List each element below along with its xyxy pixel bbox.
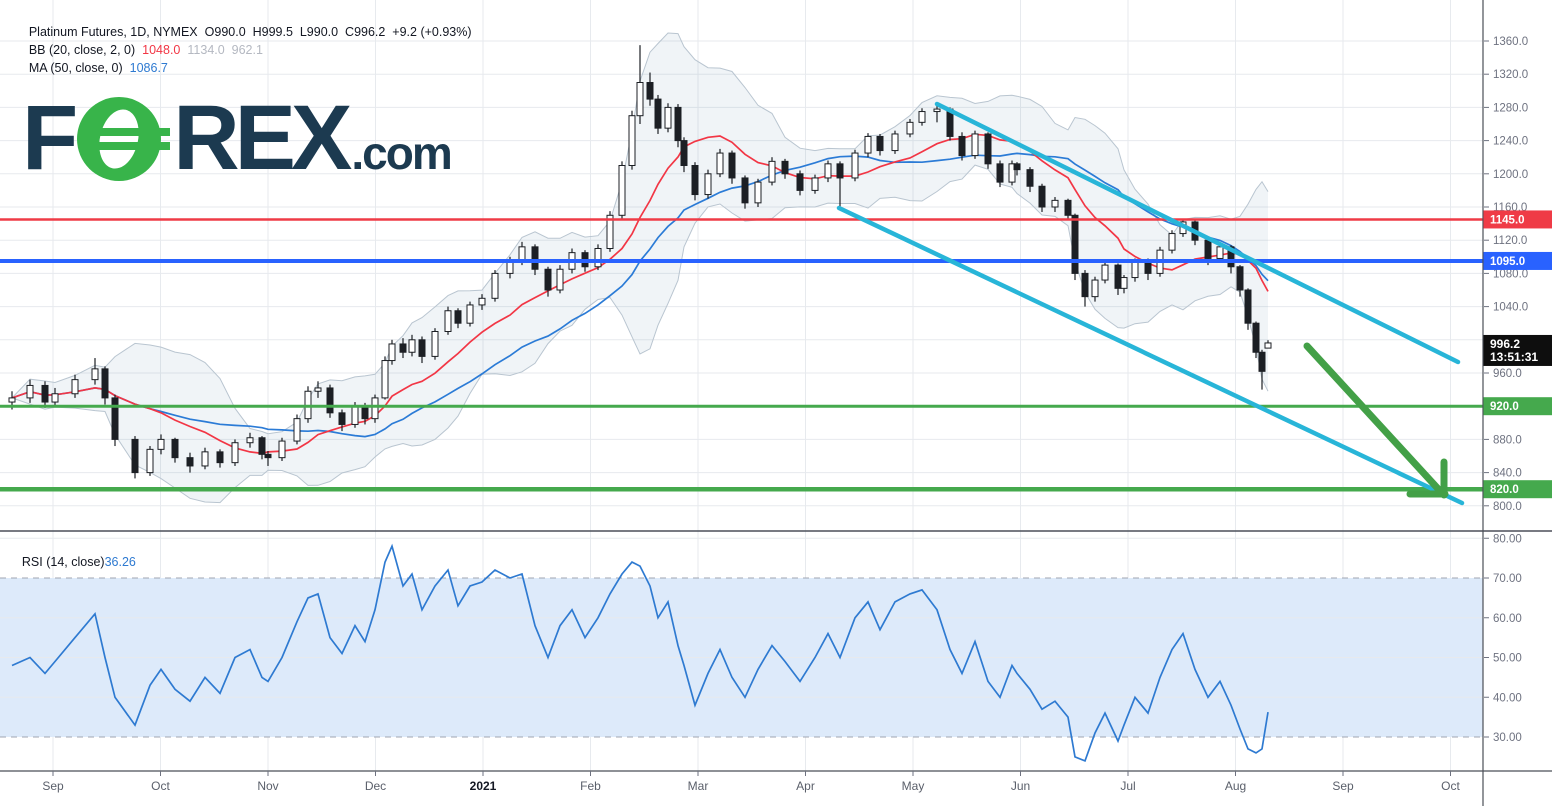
rsi-band — [0, 537, 1483, 738]
svg-text:70.00: 70.00 — [1493, 573, 1522, 585]
svg-text:50.00: 50.00 — [1493, 653, 1522, 665]
support-line-920-label — [1483, 397, 1552, 416]
svg-text:40.00: 40.00 — [1493, 692, 1522, 704]
downtrend-channel-lower — [836, 205, 1465, 506]
logo-dot-com: .com — [351, 127, 452, 179]
svg-text:1320.0: 1320.0 — [1493, 69, 1528, 81]
ma-indicator-label: MA (50, close, 0) — [28, 61, 123, 75]
svg-text:1360.0: 1360.0 — [1493, 36, 1528, 48]
symbol-title: Platinum Futures, 1D, NYMEX — [28, 25, 198, 39]
rsi-axis[interactable]: 80.00 70.00 60.00 50.00 40.00 30.00 — [1484, 533, 1522, 744]
downtrend-channel-upper — [934, 101, 1461, 365]
bb-indicator-label: BB (20, close, 2, 0) — [28, 43, 136, 57]
svg-text:60.00: 60.00 — [1493, 613, 1522, 625]
last-price-label: 996.213:51:31 — [1483, 334, 1552, 366]
level-line-1095-label — [1483, 251, 1552, 270]
svg-text:840.0: 840.0 — [1493, 468, 1522, 480]
bb-legend-row: BB (20, close, 2, 0) 1048.0 1134.0 962.1 — [8, 23, 472, 57]
symbol-legend-row: Platinum Futures, 1D, NYMEX O990.0 H999.5… — [8, 5, 472, 39]
svg-text:30.00: 30.00 — [1493, 732, 1522, 744]
bb-lower-line — [11, 164, 1269, 504]
svg-text:Oct: Oct — [151, 779, 170, 793]
svg-text:1145.0: 1145.0 — [1490, 214, 1525, 226]
svg-text:Jul: Jul — [1120, 779, 1135, 793]
support-line-820-label — [1483, 480, 1552, 499]
rsi-indicator-label: RSI (14, close) — [21, 555, 105, 569]
ma-value: 1086.7 — [129, 61, 168, 75]
svg-text:920.0: 920.0 — [1490, 401, 1519, 413]
svg-text:1120.0: 1120.0 — [1493, 235, 1527, 247]
bb-basis-value: 1048.0 — [142, 43, 181, 57]
svg-text:Dec: Dec — [365, 779, 386, 793]
main-pane-legend: Platinum Futures, 1D, NYMEX O990.0 H999.5… — [8, 5, 472, 75]
bb-upper-line — [11, 32, 1269, 435]
logo-letter-f: F — [22, 87, 78, 189]
svg-text:1040.0: 1040.0 — [1493, 302, 1528, 314]
rsi-value: 36.26 — [104, 555, 136, 569]
svg-text:80.00: 80.00 — [1493, 533, 1522, 545]
svg-text:Nov: Nov — [257, 779, 278, 793]
ma50-line — [11, 152, 1269, 438]
svg-text:Sep: Sep — [42, 779, 64, 793]
svg-text:1240.0: 1240.0 — [1493, 136, 1528, 148]
svg-text:2021: 2021 — [470, 779, 497, 793]
svg-text:800.0: 800.0 — [1493, 501, 1522, 513]
svg-text:820.0: 820.0 — [1490, 484, 1519, 496]
svg-text:880.0: 880.0 — [1493, 434, 1522, 446]
time-axis[interactable]: Sep Oct Nov Dec 2021 Feb Mar Apr May Jun Jul Aug Sep… — [42, 771, 1460, 793]
svg-text:1095.0: 1095.0 — [1490, 256, 1525, 268]
svg-text:Feb: Feb — [580, 779, 601, 793]
logo-letters-rex: REX — [173, 87, 352, 189]
svg-text:1280.0: 1280.0 — [1493, 102, 1528, 114]
svg-text:960.0: 960.0 — [1493, 368, 1522, 380]
svg-text:Oct: Oct — [1441, 779, 1460, 793]
symbol-ohlc-values: O990.0 H999.5 L990.0 C996.2 +9.2 (+0.93%… — [204, 25, 472, 39]
bb-upper-lower-values: 1134.0 962.1 — [187, 43, 263, 57]
svg-text:Aug: Aug — [1225, 779, 1246, 793]
svg-text:Sep: Sep — [1332, 779, 1354, 793]
svg-text:Jun: Jun — [1011, 779, 1030, 793]
svg-text:Apr: Apr — [796, 779, 815, 793]
trend-channel[interactable] — [836, 101, 1465, 506]
rsi-pane-legend: RSI (14, close)36.26 — [8, 541, 136, 583]
forex-com-logo: F REX .com — [22, 87, 453, 189]
svg-text:Mar: Mar — [688, 779, 709, 793]
rsi-line — [11, 543, 1269, 763]
forex-coin-icon — [77, 97, 171, 181]
svg-text:May: May — [902, 779, 925, 793]
projection-down-arrow[interactable] — [1303, 342, 1449, 499]
svg-text:996.2: 996.2 — [1490, 337, 1520, 351]
price-axis[interactable]: 1360.01320.01280.01240.01200.01160.01120… — [1483, 36, 1552, 513]
svg-text:1080.0: 1080.0 — [1493, 268, 1528, 280]
svg-text:1200.0: 1200.0 — [1493, 169, 1528, 181]
svg-text:13:51:31: 13:51:31 — [1490, 350, 1538, 364]
resistance-line-1145-label — [1483, 210, 1552, 229]
horizontal-level-lines[interactable] — [0, 218, 1483, 492]
ma-legend-row: MA (50, close, 0) 1086.7 — [8, 41, 472, 75]
